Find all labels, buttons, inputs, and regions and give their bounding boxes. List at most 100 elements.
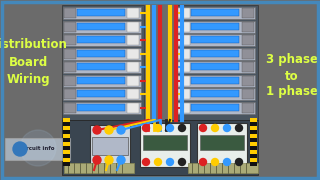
Bar: [197, 123, 247, 167]
Bar: [92, 137, 128, 155]
Bar: [63, 7, 141, 19]
Bar: [191, 9, 239, 16]
Bar: [64, 48, 76, 58]
Bar: [77, 103, 125, 111]
Text: Circuit info: Circuit info: [20, 147, 54, 152]
Bar: [242, 35, 254, 45]
Bar: [127, 102, 139, 112]
Bar: [63, 61, 141, 73]
Bar: [250, 162, 257, 166]
Circle shape: [13, 142, 27, 156]
Bar: [176, 5, 258, 120]
Circle shape: [166, 125, 173, 132]
Bar: [177, 34, 255, 46]
Bar: [63, 142, 70, 146]
Bar: [178, 75, 190, 86]
Bar: [62, 5, 144, 120]
Circle shape: [105, 126, 113, 134]
Bar: [191, 90, 239, 97]
Bar: [140, 123, 190, 167]
Bar: [64, 89, 76, 99]
Bar: [64, 21, 76, 31]
Bar: [250, 154, 257, 158]
Circle shape: [223, 159, 230, 165]
Bar: [250, 122, 257, 126]
Bar: [178, 35, 190, 45]
Bar: [62, 120, 258, 175]
Bar: [191, 103, 239, 111]
Bar: [200, 135, 244, 150]
Bar: [127, 89, 139, 99]
Bar: [63, 130, 70, 134]
Bar: [63, 48, 141, 60]
Bar: [177, 88, 255, 100]
Bar: [63, 134, 70, 138]
Circle shape: [212, 159, 219, 165]
Bar: [77, 50, 125, 57]
Bar: [63, 34, 141, 46]
Bar: [178, 102, 190, 112]
Circle shape: [179, 159, 186, 165]
Circle shape: [142, 159, 149, 165]
Bar: [63, 138, 70, 142]
Bar: [127, 62, 139, 72]
Bar: [178, 48, 190, 58]
Bar: [127, 21, 139, 31]
Circle shape: [93, 156, 101, 164]
Bar: [191, 22, 239, 30]
Bar: [250, 138, 257, 142]
Circle shape: [20, 130, 56, 166]
Bar: [250, 158, 257, 162]
Circle shape: [117, 126, 125, 134]
Bar: [63, 162, 70, 166]
Circle shape: [212, 125, 219, 132]
Bar: [127, 75, 139, 86]
Circle shape: [142, 125, 149, 132]
Bar: [127, 8, 139, 18]
Bar: [63, 150, 70, 154]
Bar: [191, 76, 239, 84]
Text: Board: Board: [8, 55, 48, 69]
Bar: [177, 21, 255, 33]
Bar: [64, 62, 76, 72]
Circle shape: [105, 156, 113, 164]
Bar: [250, 118, 257, 122]
Bar: [63, 122, 70, 126]
Bar: [77, 36, 125, 43]
Bar: [90, 125, 130, 165]
Circle shape: [179, 125, 186, 132]
Bar: [127, 48, 139, 58]
Bar: [178, 62, 190, 72]
Bar: [63, 154, 70, 158]
Bar: [177, 75, 255, 87]
Bar: [242, 89, 254, 99]
Bar: [177, 48, 255, 60]
Circle shape: [236, 125, 243, 132]
Text: 1 phase: 1 phase: [266, 86, 318, 98]
Bar: [242, 48, 254, 58]
Text: to: to: [285, 69, 299, 82]
Bar: [191, 63, 239, 70]
Bar: [242, 62, 254, 72]
Circle shape: [155, 125, 162, 132]
Bar: [191, 50, 239, 57]
Bar: [77, 63, 125, 70]
Bar: [63, 126, 70, 130]
Bar: [63, 88, 141, 100]
Circle shape: [199, 159, 206, 165]
Text: Distribution: Distribution: [0, 39, 68, 51]
Bar: [178, 8, 190, 18]
Bar: [250, 142, 257, 146]
Bar: [77, 90, 125, 97]
Bar: [178, 21, 190, 31]
Bar: [77, 76, 125, 84]
Bar: [64, 102, 76, 112]
Bar: [191, 36, 239, 43]
Bar: [188, 163, 258, 173]
Bar: [64, 163, 134, 173]
Text: Wiring: Wiring: [6, 73, 50, 86]
Bar: [63, 21, 141, 33]
Circle shape: [236, 159, 243, 165]
Bar: [250, 130, 257, 134]
Bar: [242, 75, 254, 86]
